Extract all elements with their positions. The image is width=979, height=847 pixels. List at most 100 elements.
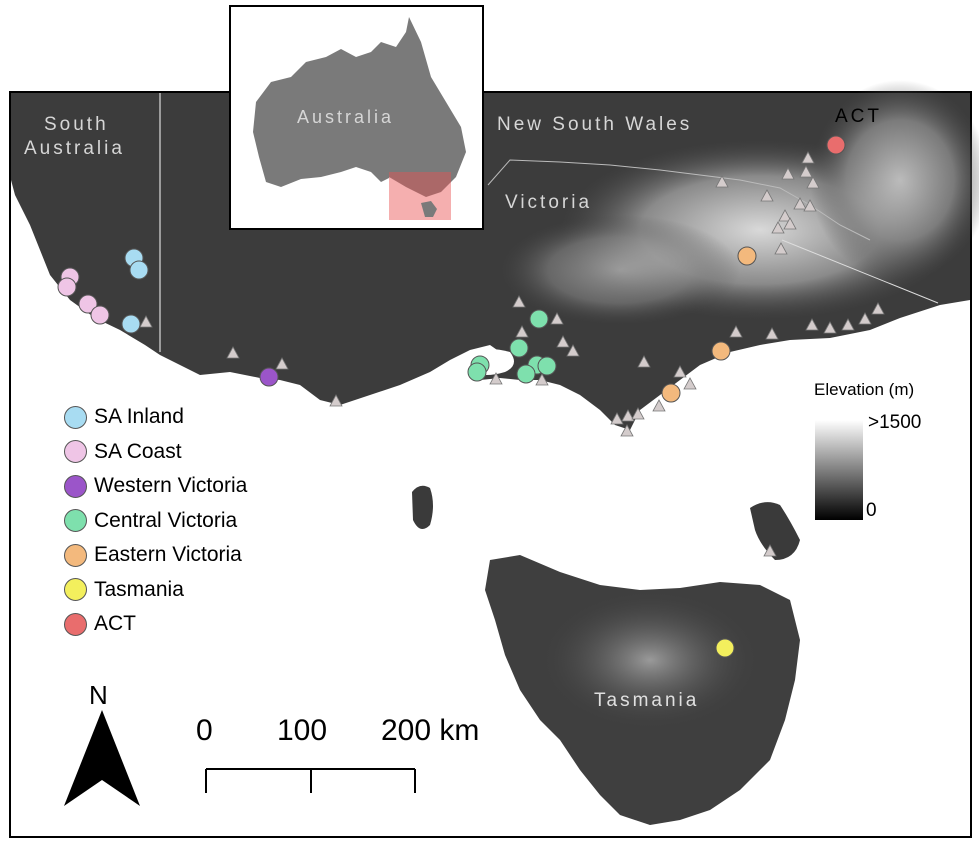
legend-label: Eastern Victoria — [94, 543, 242, 567]
site-triangle — [566, 344, 580, 357]
point-western-victoria — [259, 367, 279, 387]
sample-points — [57, 135, 846, 658]
site-triangle — [275, 357, 289, 370]
site-triangle — [799, 165, 813, 178]
legend-item: Western Victoria — [64, 469, 247, 504]
site-triangle — [621, 409, 635, 422]
label-new-south-wales: New South Wales — [497, 114, 693, 135]
inset-australia-map — [253, 17, 466, 220]
elevation-min-label: 0 — [866, 500, 877, 521]
site-triangle — [803, 199, 817, 212]
label-south-australia-2: Australia — [24, 138, 125, 159]
inset-map: Australia — [229, 5, 484, 230]
site-triangle — [620, 424, 634, 437]
legend-swatch — [64, 405, 87, 429]
site-triangle — [512, 295, 526, 308]
point-eastern-victoria — [711, 341, 731, 361]
legend: SA Inland SA Coast Western Victoria Central… — [64, 400, 247, 642]
site-triangle — [610, 412, 624, 425]
nsw-vic-border — [487, 159, 871, 241]
site-triangle — [683, 377, 697, 390]
site-triangle — [139, 315, 153, 328]
site-triangle — [781, 167, 795, 180]
inset-label-australia: Australia — [297, 107, 395, 127]
label-act: ACT — [835, 106, 882, 127]
tasmania-highlands — [540, 590, 760, 730]
legend-label: SA Coast — [94, 439, 182, 463]
central-highlands — [500, 215, 740, 325]
site-triangle — [801, 151, 815, 164]
site-triangle — [760, 189, 774, 202]
scale-bar — [205, 768, 416, 793]
label-south-australia-1: South — [44, 114, 109, 135]
site-triangle — [806, 176, 820, 189]
site-triangle — [774, 242, 788, 255]
point-eastern-victoria — [737, 246, 757, 266]
point-sa-coast — [90, 305, 110, 325]
legend-label: ACT — [94, 612, 136, 636]
point-sa-coast — [78, 294, 98, 314]
legend-item: SA Inland — [64, 400, 247, 435]
north-arrow-icon — [64, 710, 140, 806]
legend-label: SA Inland — [94, 405, 184, 429]
site-triangle — [858, 312, 872, 325]
inset-australia-landmass — [253, 17, 466, 197]
scale-label-100: 100 — [277, 714, 328, 747]
site-triangle — [631, 407, 645, 420]
point-central-victoria — [509, 338, 529, 358]
site-triangle — [805, 318, 819, 331]
flinders-island — [750, 502, 800, 560]
site-triangle — [771, 221, 785, 234]
site-triangle — [489, 372, 503, 385]
legend-label: Western Victoria — [94, 474, 248, 498]
scale-label-200: 200 km — [381, 714, 480, 747]
site-triangle — [823, 321, 837, 334]
nsw-highlands — [810, 80, 979, 280]
point-sa-inland — [129, 260, 149, 280]
site-triangle — [793, 197, 807, 210]
site-triangle — [715, 175, 729, 188]
site-triangle — [550, 312, 564, 325]
site-triangle — [841, 318, 855, 331]
site-triangle — [535, 373, 549, 386]
inset-victoria-overlay — [389, 172, 451, 197]
site-triangle — [871, 302, 885, 315]
legend-swatch — [64, 440, 87, 464]
point-tasmania — [715, 638, 735, 658]
site-triangles — [139, 151, 885, 557]
legend-label: Central Victoria — [94, 508, 238, 532]
site-triangle — [778, 209, 792, 222]
legend-item: Eastern Victoria — [64, 538, 247, 573]
site-triangle — [556, 335, 570, 348]
site-triangle — [652, 399, 666, 412]
site-triangle — [226, 346, 240, 359]
elevation-max-label: >1500 — [868, 412, 922, 433]
point-central-victoria — [537, 356, 557, 376]
site-triangle — [329, 394, 343, 407]
label-tasmania: Tasmania — [594, 690, 700, 711]
site-triangle — [783, 217, 797, 230]
point-eastern-victoria — [661, 383, 681, 403]
legend-swatch — [64, 509, 87, 533]
point-central-victoria — [516, 364, 536, 384]
scale-label-0: 0 — [196, 714, 213, 747]
legend-item: Central Victoria — [64, 504, 247, 539]
legend-label: Tasmania — [94, 577, 184, 601]
label-victoria: Victoria — [505, 192, 593, 213]
site-triangle — [765, 327, 779, 340]
site-triangle — [763, 544, 777, 557]
point-central-victoria — [467, 362, 487, 382]
legend-item: Tasmania — [64, 573, 247, 608]
legend-item: SA Coast — [64, 435, 247, 470]
north-label: N — [89, 680, 108, 710]
site-triangle — [515, 325, 529, 338]
inset-tasmania — [421, 201, 437, 217]
king-island — [412, 485, 433, 529]
elevation-colorbar — [815, 420, 863, 520]
legend-item: ACT — [64, 607, 247, 642]
site-triangle — [673, 365, 687, 378]
point-sa-coast — [57, 277, 77, 297]
legend-swatch — [64, 578, 87, 602]
site-triangle — [729, 325, 743, 338]
